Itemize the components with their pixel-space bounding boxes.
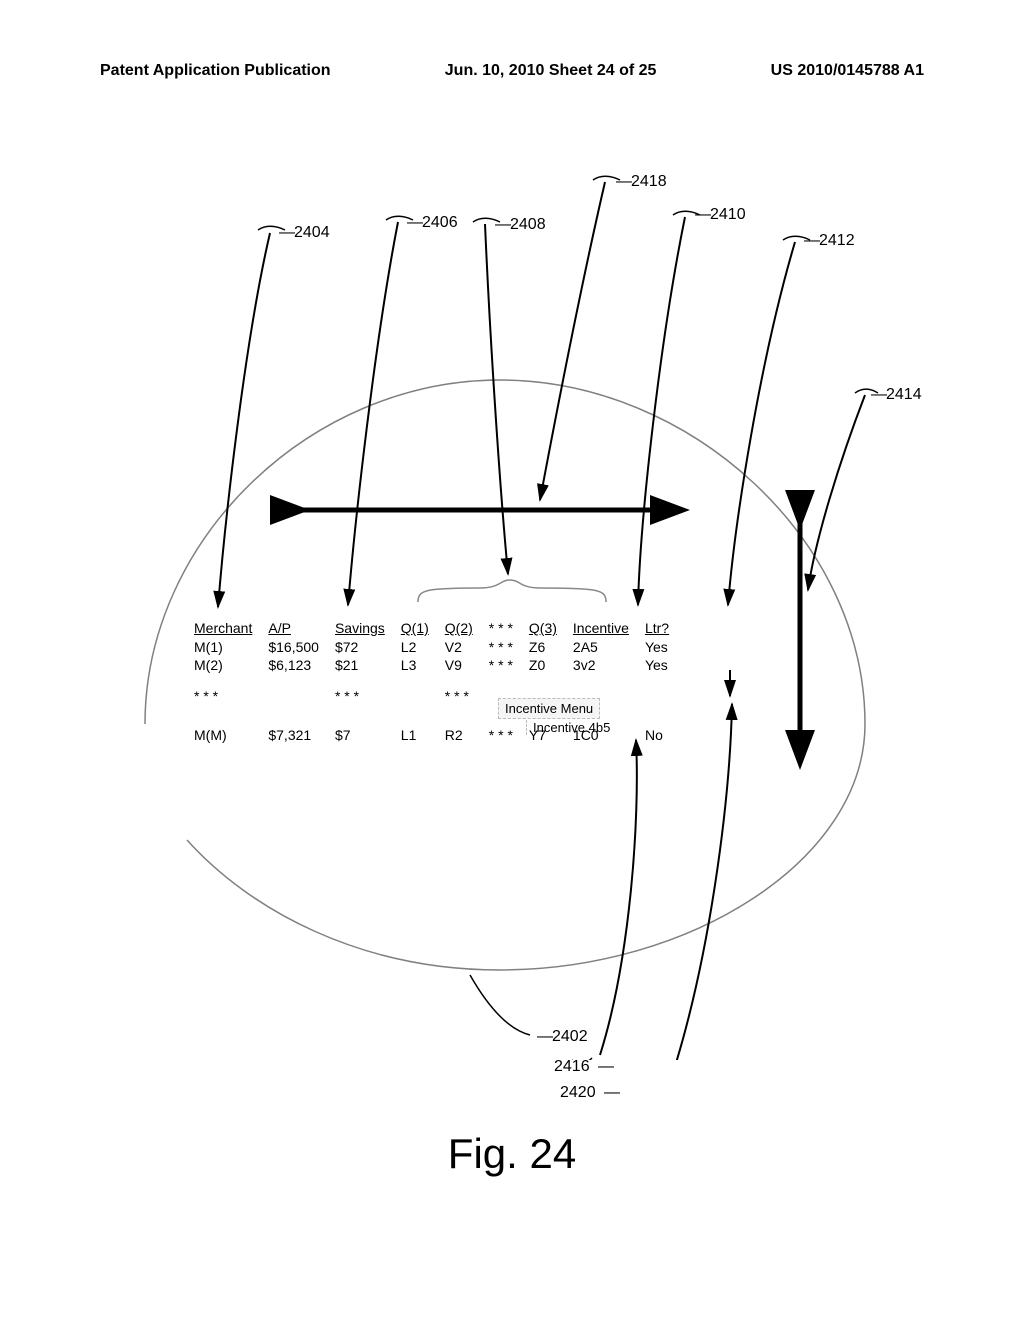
table-row: M(1) $16,500 $72 L2 V2 * * * Z6 2A5 Yes <box>186 638 677 656</box>
cell: * * * <box>481 638 521 656</box>
cell: 2A5 <box>565 638 637 656</box>
cell: $72 <box>327 638 393 656</box>
cell: V9 <box>437 656 481 674</box>
leader-2402 <box>470 975 530 1035</box>
ref-2414: 2414 <box>886 386 922 404</box>
cell: Yes <box>637 656 677 674</box>
ref-2410: 2410 <box>710 206 746 224</box>
figure-caption: Fig. 24 <box>0 1130 1024 1178</box>
q-bracket <box>418 580 606 602</box>
col-q3: Q(3) <box>521 620 565 638</box>
dash-icon: — <box>598 1058 614 1076</box>
cell: M(2) <box>186 656 260 674</box>
cell: L2 <box>393 638 437 656</box>
cell <box>393 674 437 705</box>
dash-icon: — <box>495 216 511 234</box>
cell: L1 <box>393 705 437 744</box>
dash-icon: — <box>804 232 820 250</box>
ref-2412: 2412 <box>819 232 855 250</box>
cell: V2 <box>437 638 481 656</box>
page-header: Patent Application Publication Jun. 10, … <box>0 62 1024 80</box>
col-merchant: Merchant <box>186 620 260 638</box>
cell: M(M) <box>186 705 260 744</box>
cell: L3 <box>393 656 437 674</box>
col-q1: Q(1) <box>393 620 437 638</box>
dash-icon: — <box>407 214 423 232</box>
col-savings: Savings <box>327 620 393 638</box>
header-left: Patent Application Publication <box>100 62 331 80</box>
col-q2: Q(2) <box>437 620 481 638</box>
figure-diagram <box>0 140 1024 1060</box>
col-ellipsis: * * * <box>481 620 521 638</box>
cell: No <box>637 705 677 744</box>
cell: * * * <box>327 674 393 705</box>
header-right: US 2010/0145788 A1 <box>771 62 924 80</box>
dash-icon: — <box>279 224 295 242</box>
cell: R2 <box>437 705 481 744</box>
ref-2406: 2406 <box>422 214 458 232</box>
cell: $21 <box>327 656 393 674</box>
cell: $7 <box>327 705 393 744</box>
cell: 3v2 <box>565 656 637 674</box>
header-center: Jun. 10, 2010 Sheet 24 of 25 <box>445 62 657 80</box>
incentive-menu-item-label: Incentive 4b5 <box>533 720 610 735</box>
table-row: M(2) $6,123 $21 L3 V9 * * * Z0 3v2 Yes <box>186 656 677 674</box>
ref-2408: 2408 <box>510 216 546 234</box>
ref-2416: 2416 <box>554 1058 590 1076</box>
cell: $6,123 <box>260 656 327 674</box>
table-header-row: Merchant A/P Savings Q(1) Q(2) * * * Q(3… <box>186 620 677 638</box>
ref-2404: 2404 <box>294 224 330 242</box>
col-ap: A/P <box>260 620 327 638</box>
incentive-menu-item: Incentive 4b5 <box>526 720 610 735</box>
ref-2402: 2402 <box>552 1028 588 1046</box>
table-row-ellipsis: * * * * * * * * * <box>186 674 677 705</box>
dash-icon: — <box>537 1028 553 1046</box>
cell: Yes <box>637 638 677 656</box>
cell <box>260 674 327 705</box>
dash-icon: — <box>695 206 711 224</box>
col-ltr: Ltr? <box>637 620 677 638</box>
cell: M(1) <box>186 638 260 656</box>
cell: $16,500 <box>260 638 327 656</box>
cell: * * * <box>481 656 521 674</box>
cell: Z0 <box>521 656 565 674</box>
ref-2418: 2418 <box>631 173 667 191</box>
cell: * * * <box>186 674 260 705</box>
incentive-menu-box: Incentive Menu <box>498 698 600 719</box>
incentive-menu-title: Incentive Menu <box>505 701 593 716</box>
col-incentive: Incentive <box>565 620 637 638</box>
dash-icon: — <box>616 173 632 191</box>
cell: $7,321 <box>260 705 327 744</box>
ref-2420: 2420 <box>560 1084 596 1102</box>
cell: * * * <box>437 674 481 705</box>
dash-icon: — <box>604 1084 620 1102</box>
cell: Z6 <box>521 638 565 656</box>
dash-icon: — <box>871 386 887 404</box>
cell <box>637 674 677 705</box>
